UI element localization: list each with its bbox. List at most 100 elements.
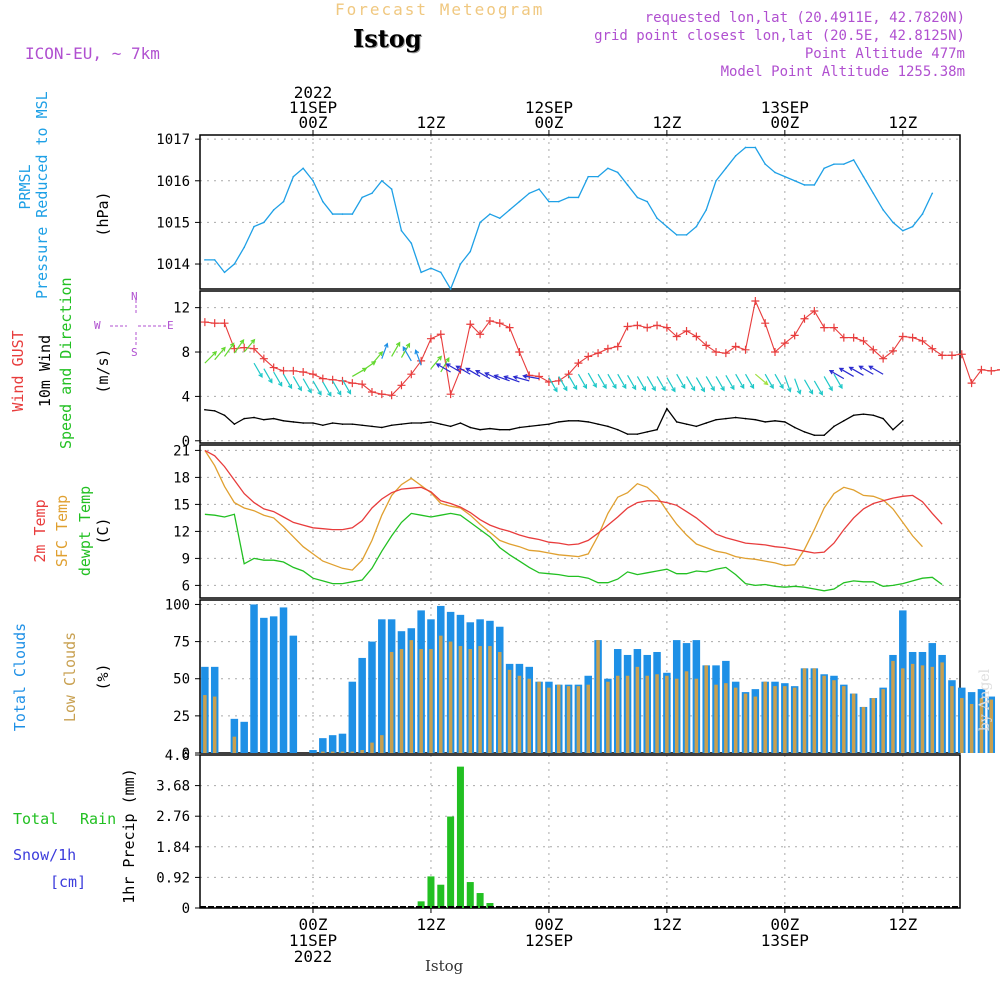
pressure-point [351,213,354,215]
y-tick-label: 4 [182,389,190,405]
pressure-point [921,213,924,215]
pressure-point [784,175,786,178]
low-cloud-bar [871,698,876,753]
wind-speed-point [479,428,481,431]
wind-direction-arrow [445,363,461,373]
gust-point [367,387,376,396]
wind-speed-point [331,422,334,424]
gust-point [702,341,711,350]
gust-point [269,363,278,372]
pressure-point [498,217,501,220]
wind-direction-arrow [371,351,384,365]
wind-speed-point [341,423,344,425]
low-cloud-bar [704,665,708,753]
wind-direction-arrow [558,376,568,392]
gust-point [829,323,838,332]
low-cloud-bar [802,668,807,753]
wind-speed-point [803,431,806,433]
total-cloud-bar [279,607,288,753]
wind-speed-point [607,425,609,428]
pressure-point [833,163,835,165]
low-cloud-bar [960,698,964,753]
pressure-point [439,271,442,274]
clouds-label-unit: (%) [94,663,112,691]
wind-speed-point [705,422,707,424]
gust-point [977,365,986,374]
gust-point [279,366,288,375]
time-label-top: 11SEP [289,98,337,117]
pressure-point [882,209,884,211]
low-cloud-bar [606,681,610,753]
pressure-point [322,200,324,203]
y-tick-label: 1016 [156,174,190,190]
wind-speed-point [764,421,766,423]
temp-label-sfc: SFC Temp [53,494,71,568]
low-cloud-bar [920,665,925,753]
low-cloud-bar [566,686,571,753]
pressure-point [744,146,747,149]
pressure-point [243,246,245,249]
wind-direction-arrow [828,370,845,380]
pressure-point [636,196,639,199]
forecast-title: Forecast Meteogram [335,0,545,19]
rain-bar [417,901,425,908]
gust-point [328,375,337,384]
wind-direction-arrow [823,376,833,392]
pressure-point [872,192,875,195]
wind-direction-arrow [440,357,450,373]
wind-direction-arrow [292,376,302,392]
wind-speed-point [823,434,825,437]
wind-speed-point [528,425,531,428]
low-cloud-bar [419,649,423,753]
pressure-point [656,217,658,220]
wind-speed-point [754,418,757,421]
time-label-bottom: 11SEP [289,931,337,950]
wind-speed-point [784,421,786,423]
low-cloud-bar [409,640,414,753]
wind-speed-point [587,421,590,423]
model-label: ICON-EU, ~ 7km [25,44,160,63]
pressure-point [528,192,531,195]
low-cloud-bar [989,699,994,753]
total-cloud-bar [250,604,258,753]
pressure-point [253,225,255,228]
pressure-point [852,159,855,161]
low-cloud-bar [448,641,453,753]
gust-point [377,390,386,399]
wind-direction-arrow [391,341,401,357]
total-cloud-bar [309,750,317,753]
pressure-point [213,259,216,261]
low-cloud-bar [714,684,718,753]
wind-speed-point [498,428,501,431]
rain-bar [447,816,455,908]
pressure-point [616,171,619,174]
wind-speed-point [813,434,816,437]
wind-speed-point [725,417,727,420]
gust-point [407,370,416,379]
pressure-point [607,167,609,170]
gust-point [584,352,593,361]
low-cloud-bar [950,686,954,753]
pressure-point [646,200,649,203]
time-label-bottom: 12Z [888,915,917,934]
low-cloud-bar [478,646,482,753]
low-cloud-bar [498,651,502,753]
gust-point [908,333,917,342]
panel-frame [199,444,961,599]
time-label-bottom: 12SEP [525,931,573,950]
wind-direction-arrow [233,338,245,354]
pressure-point [361,196,363,199]
total-cloud-bar [378,619,386,753]
wind-direction-arrow [627,375,637,391]
low-cloud-bar [842,686,846,753]
precip-label-unit: 1hr Precip (mm) [120,768,138,904]
gust-point [859,336,868,345]
low-cloud-bar [389,651,394,753]
y-tick-label: 0.92 [156,870,190,886]
precip-label-snow: Snow/1h [13,846,77,864]
y-tick-label: 12 [173,524,190,540]
wind-direction-arrow [302,378,312,394]
wind-direction-arrow [794,378,802,395]
wind-direction-arrow [636,376,647,392]
low-cloud-bar [969,703,974,753]
